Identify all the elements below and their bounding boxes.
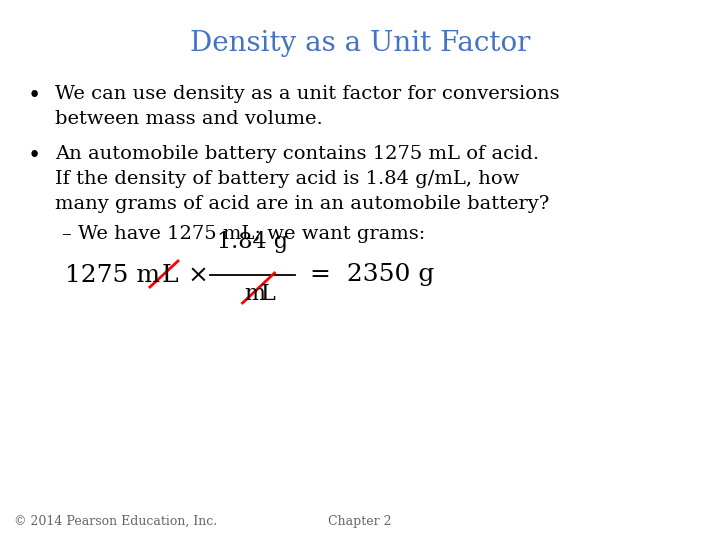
Text: Density as a Unit Factor: Density as a Unit Factor — [190, 30, 530, 57]
Text: ×: × — [188, 264, 209, 287]
Text: – We have 1275 mL; we want grams:: – We have 1275 mL; we want grams: — [62, 225, 426, 243]
Text: If the density of battery acid is 1.84 g/mL, how: If the density of battery acid is 1.84 g… — [55, 170, 519, 188]
Text: L: L — [261, 283, 275, 305]
Text: Chapter 2: Chapter 2 — [328, 515, 392, 528]
Text: L: L — [162, 264, 179, 287]
Text: =  2350 g: = 2350 g — [310, 264, 434, 287]
Text: An automobile battery contains 1275 mL of acid.: An automobile battery contains 1275 mL o… — [55, 145, 539, 163]
Text: © 2014 Pearson Education, Inc.: © 2014 Pearson Education, Inc. — [14, 515, 217, 528]
Text: 1.84 g: 1.84 g — [217, 231, 288, 253]
Text: •: • — [28, 145, 41, 167]
Text: between mass and volume.: between mass and volume. — [55, 110, 323, 128]
Text: m: m — [245, 283, 266, 305]
Text: 1275 m: 1275 m — [65, 264, 160, 287]
Text: many grams of acid are in an automobile battery?: many grams of acid are in an automobile … — [55, 195, 549, 213]
Text: •: • — [28, 85, 41, 107]
Text: We can use density as a unit factor for conversions: We can use density as a unit factor for … — [55, 85, 559, 103]
